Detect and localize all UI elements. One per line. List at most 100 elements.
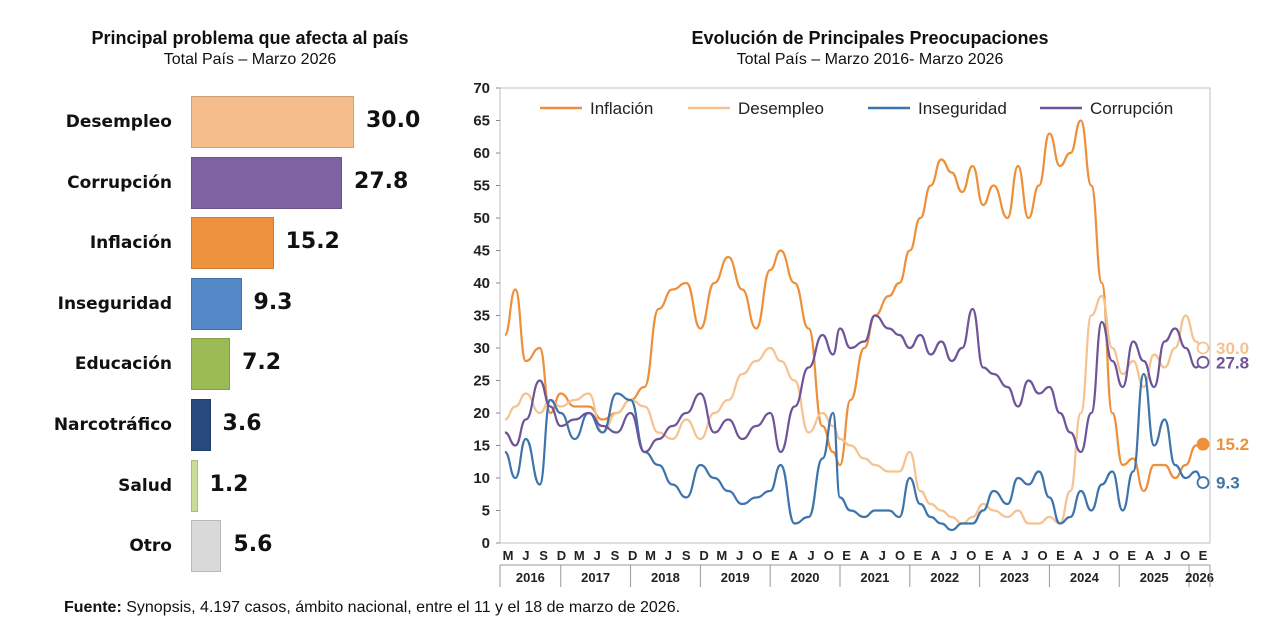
x-year-label: 2018	[651, 570, 680, 585]
x-month-label: O	[1109, 548, 1119, 563]
x-year-label: 2021	[860, 570, 889, 585]
series-end-label: 15.2	[1216, 435, 1249, 454]
x-month-label: E	[985, 548, 994, 563]
bar-row: Inseguridad 9.3	[0, 277, 460, 332]
x-month-label: J	[665, 548, 672, 563]
series-end-marker	[1196, 476, 1210, 489]
x-month-label: M	[574, 548, 585, 563]
x-month-label: O	[895, 548, 905, 563]
x-month-label: D	[628, 548, 637, 563]
y-tick-label: 60	[473, 145, 490, 162]
x-month-label: J	[950, 548, 957, 563]
bar-row: Corrupción 27.8	[0, 156, 460, 211]
legend-label: Corrupción	[1090, 99, 1173, 118]
y-tick-label: 50	[473, 210, 490, 227]
y-tick-label: 5	[482, 503, 490, 520]
series-line	[504, 372, 1204, 532]
legend-label: Inflación	[590, 99, 653, 118]
plot-area	[499, 87, 1211, 544]
bar-category-label: Inflación	[89, 233, 172, 254]
bar-row: Otro 5.6	[0, 520, 460, 574]
y-tick-label: 65	[473, 113, 490, 130]
x-month-label: J	[1021, 548, 1028, 563]
x-month-label: A	[1002, 548, 1012, 563]
right-chart-title: Evolución de Principales Preocupaciones	[691, 28, 1049, 48]
series-end-marker	[1196, 341, 1210, 355]
bar-value-label: 1.2	[209, 471, 249, 497]
bar	[191, 217, 274, 270]
bar	[191, 96, 354, 148]
bar-category-label: Educación	[74, 354, 172, 375]
bar-row: Desempleo 30.0	[0, 96, 460, 150]
x-month-label: E	[1199, 548, 1208, 563]
source-label: Fuente:	[64, 599, 122, 616]
x-month-label: O	[824, 548, 834, 563]
bar-category-label: Inseguridad	[57, 293, 172, 314]
bar-value-label: 27.8	[354, 168, 409, 194]
x-month-label: J	[736, 548, 743, 563]
bar-value-label: 5.6	[233, 532, 273, 558]
x-year-label: 2024	[1070, 570, 1100, 585]
left-chart-title: Principal problema que afecta al país	[91, 28, 409, 48]
bar	[191, 156, 343, 209]
left-chart-subtitle: Total País – Marzo 2026	[163, 51, 337, 68]
x-month-label: J	[593, 548, 600, 563]
x-month-label: E	[771, 548, 780, 563]
legend-label: Desempleo	[738, 99, 824, 118]
bar-category-label: Narcotráfico	[53, 415, 172, 435]
x-year-label: 2022	[930, 570, 959, 585]
x-year-label: 2025	[1140, 570, 1169, 585]
x-month-label: A	[788, 548, 798, 563]
series-end-marker	[1196, 355, 1210, 369]
x-month-label: O	[1038, 548, 1048, 563]
source-text: Synopsis, 4.197 casos, ámbito nacional, …	[121, 599, 681, 616]
series-end-label: 30.0	[1216, 339, 1249, 358]
series-end-label: 9.3	[1216, 474, 1240, 493]
y-tick-label: 0	[482, 535, 490, 552]
y-tick-label: 55	[473, 178, 490, 195]
bar-value-label: 9.3	[253, 289, 293, 315]
series-end-label: 27.8	[1216, 353, 1249, 372]
x-month-label: J	[807, 548, 814, 563]
x-month-label: E	[914, 548, 923, 563]
x-month-label: S	[611, 548, 620, 563]
bar-row: Salud 1.2	[0, 459, 460, 514]
series-line	[504, 294, 1204, 525]
y-tick-label: 35	[473, 308, 490, 325]
x-month-label: S	[682, 548, 691, 563]
bar-value-label: 7.2	[242, 350, 282, 376]
right-chart-subtitle: Total País – Marzo 2016- Marzo 2026	[736, 51, 1004, 68]
x-month-label: D	[699, 548, 708, 563]
bar-value-label: 15.2	[285, 229, 340, 255]
x-month-label: O	[1180, 548, 1190, 563]
y-tick-label: 25	[473, 373, 490, 390]
y-tick-label: 30	[473, 340, 490, 357]
x-month-label: D	[557, 548, 566, 563]
y-tick-label: 20	[473, 405, 490, 422]
y-tick-label: 10	[473, 470, 490, 487]
source-note: Fuente: Synopsis, 4.197 casos, ámbito na…	[64, 599, 680, 617]
legend-label: Inseguridad	[918, 99, 1007, 118]
series-line	[503, 119, 1204, 493]
x-month-label: E	[1127, 548, 1136, 563]
x-month-label: M	[716, 548, 727, 563]
bar-row: Inflación 15.2	[0, 217, 460, 271]
bar-category-label: Salud	[118, 475, 172, 496]
bar-row: Narcotráfico 3.6	[0, 399, 460, 453]
x-month-label: M	[503, 548, 514, 563]
y-tick-label: 45	[473, 243, 490, 260]
x-month-label: A	[860, 548, 870, 563]
x-year-label: 2017	[581, 570, 610, 585]
series-line	[504, 307, 1204, 454]
x-year-label: 2016	[516, 570, 545, 585]
x-year-label: 2023	[1000, 570, 1029, 585]
x-month-label: A	[1145, 548, 1155, 563]
x-month-label: M	[645, 548, 656, 563]
bar-value-label: 3.6	[222, 411, 262, 436]
bar	[191, 520, 222, 573]
x-month-label: A	[1074, 548, 1084, 563]
bar	[191, 277, 242, 330]
bar-category-label: Corrupción	[67, 172, 172, 193]
x-month-label: A	[931, 548, 941, 563]
x-year-label: 2026	[1185, 570, 1214, 585]
